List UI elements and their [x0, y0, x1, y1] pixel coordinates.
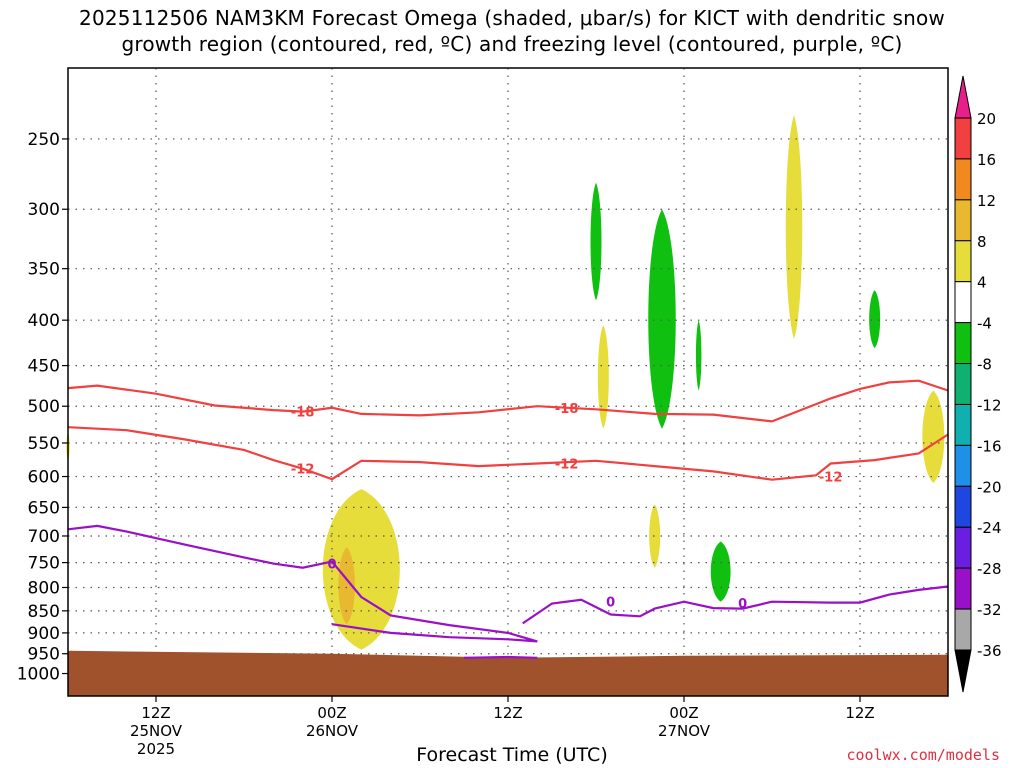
colorbar-box-8 [954, 444, 972, 487]
x-tick-label-24-1: 26NOV [306, 722, 359, 740]
chart-title-line2: growth region (contoured, red, ºC) and f… [121, 32, 903, 56]
colorbar-label-11: -28 [977, 560, 1002, 578]
omega-region-7 [590, 182, 602, 301]
y-tick-label-250: 250 [28, 130, 60, 150]
colorbar-box-0 [954, 117, 972, 160]
y-tick-label-600: 600 [28, 468, 60, 488]
chart-title-line1: 2025112506 NAM3KM Forecast Omega (shaded… [79, 6, 945, 30]
colorbar-label-10: -24 [977, 519, 1002, 537]
freezing-level-label-1: 0 [606, 596, 615, 611]
colorbar-label-9: -20 [977, 478, 1002, 496]
omega-region-3 [649, 504, 661, 568]
y-tick-label-850: 850 [28, 602, 60, 622]
x-tick-label-12-2: 2025 [137, 740, 175, 758]
y-tick-label-550: 550 [28, 434, 60, 454]
colorbar-box-4 [954, 281, 972, 324]
x-tick-label-48-1: 27NOV [658, 722, 711, 740]
omega-region-10 [710, 541, 731, 602]
omega-region-2 [597, 324, 609, 429]
y-tick-label-950: 950 [28, 645, 60, 665]
colorbar-label-3: 8 [977, 233, 987, 251]
y-tick-label-300: 300 [28, 200, 60, 220]
y-tick-label-800: 800 [28, 578, 60, 598]
colorbar-box-3 [954, 240, 972, 283]
colorbar-box-1 [954, 158, 972, 201]
freezing-level-segment-1 [522, 585, 949, 625]
colorbar-label-12: -32 [977, 601, 1002, 619]
x-tick-label-12-0: 12Z [141, 704, 170, 722]
colorbar-label-5: -4 [977, 315, 992, 333]
y-tick-label-1000: 1000 [17, 665, 60, 685]
omega-region-1 [338, 546, 355, 625]
omega-region-4 [785, 115, 803, 339]
omega-region-9 [695, 320, 702, 391]
omega-region-5 [922, 390, 945, 483]
colorbar-label-2: 12 [977, 192, 996, 210]
x-tick-label-12-1: 25NOV [130, 722, 183, 740]
x-tick-label-24-0: 00Z [317, 704, 346, 722]
colorbar-label-1: 16 [977, 151, 996, 169]
colorbar-bottom-arrow [954, 649, 972, 693]
y-tick-label-500: 500 [28, 397, 60, 417]
y-tick-label-750: 750 [28, 554, 60, 574]
colorbar-box-7 [954, 403, 972, 446]
colorbar-label-4: 4 [977, 274, 987, 292]
x-tick-label-36-0: 12Z [493, 704, 522, 722]
colorbar-label-6: -8 [977, 356, 992, 374]
dgz-contour-label-1-1: -12 [555, 457, 579, 472]
colorbar-box-11 [954, 567, 972, 610]
x-axis-label: Forecast Time (UTC) [416, 744, 608, 766]
colorbar-label-13: -36 [977, 642, 1002, 660]
colorbar-box-12 [954, 608, 972, 651]
colorbar-label-7: -12 [977, 396, 1002, 414]
freezing-level-label-2: 0 [738, 597, 747, 612]
colorbar-box-10 [954, 526, 972, 569]
colorbar-label-0: 20 [977, 110, 996, 128]
omega-region-8 [648, 209, 676, 429]
colorbar-box-5 [954, 322, 972, 365]
x-tick-label-60-0: 12Z [845, 704, 874, 722]
freezing-level-segment-0 [67, 524, 538, 643]
credit-link[interactable]: coolwx.com/models [846, 746, 1000, 764]
y-tick-label-900: 900 [28, 624, 60, 644]
y-tick-label-650: 650 [28, 498, 60, 518]
colorbar-box-9 [954, 485, 972, 528]
y-tick-label-450: 450 [28, 357, 60, 377]
terrain-fill [68, 650, 948, 696]
dgz-contour-0 [67, 379, 949, 423]
y-tick-label-700: 700 [28, 527, 60, 547]
dgz-contour-label-1-0: -12 [291, 463, 315, 478]
freezing-level-label-0: 0 [327, 558, 336, 573]
y-tick-label-400: 400 [28, 311, 60, 331]
dgz-contour-label-0-1: -18 [555, 402, 579, 417]
x-tick-label-48-0: 00Z [669, 704, 698, 722]
colorbar-box-2 [954, 199, 972, 242]
colorbar-box-6 [954, 363, 972, 405]
y-tick-label-350: 350 [28, 260, 60, 280]
dgz-contour-label-1-2: -12 [819, 471, 843, 486]
colorbar-label-8: -16 [977, 437, 1002, 455]
colorbar-top-arrow [954, 75, 972, 119]
omega-region-11 [869, 290, 881, 349]
freezing-level-segment-2 [463, 655, 538, 659]
dgz-contour-label-0-0: -18 [291, 406, 315, 421]
dgz-contour-1 [67, 426, 949, 481]
